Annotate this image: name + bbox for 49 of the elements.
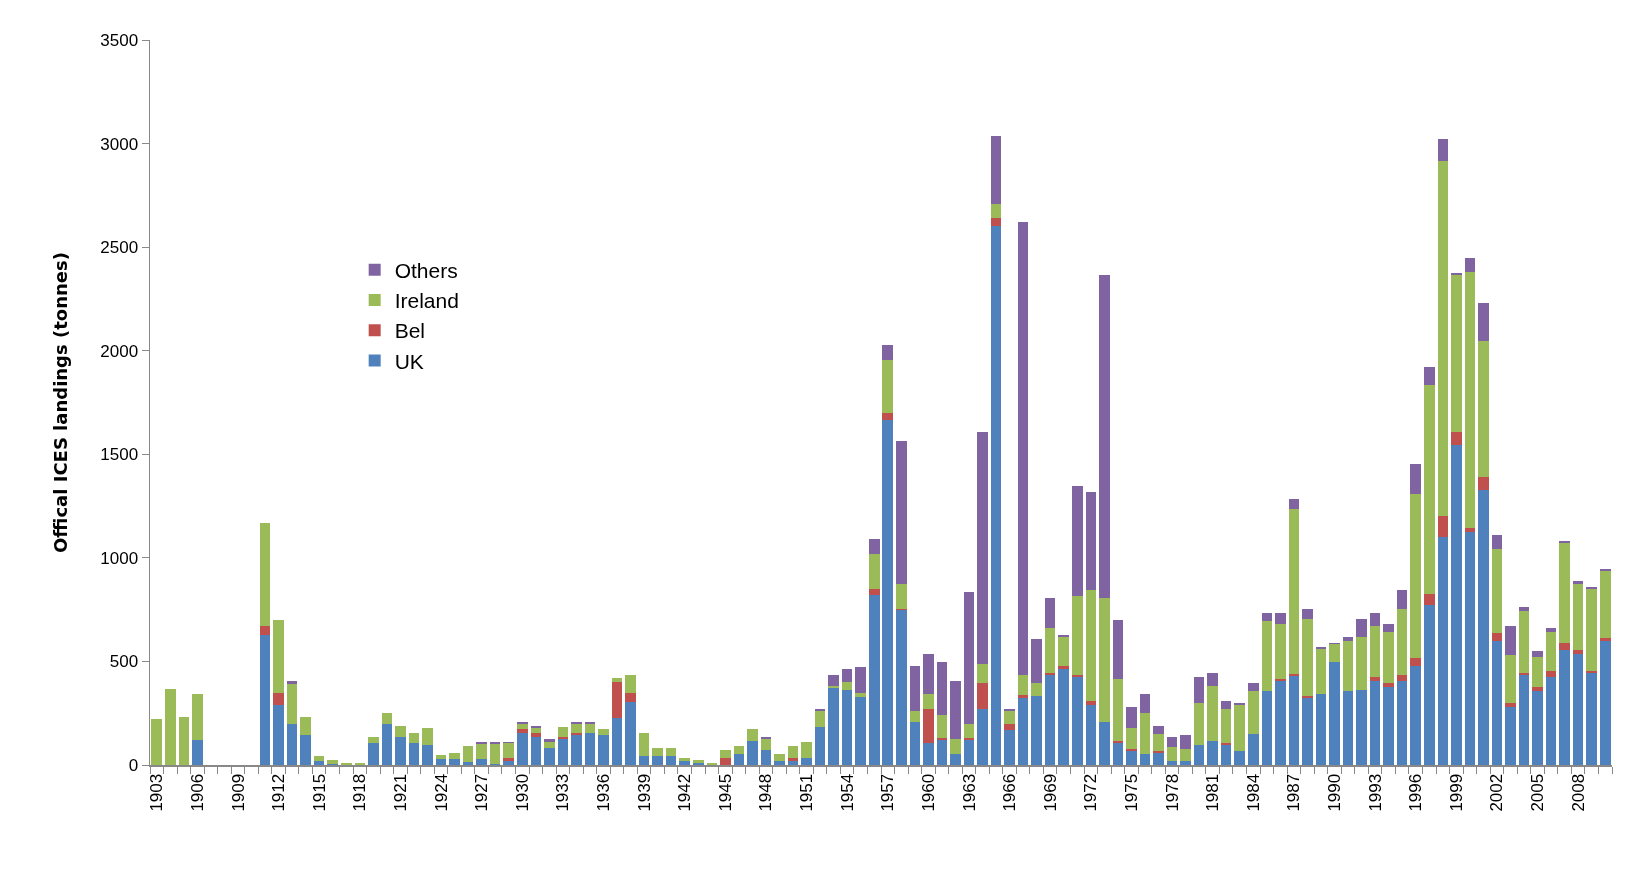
x-tick-label: 1981	[1203, 773, 1223, 812]
x-tick-label: 1996	[1406, 773, 1426, 812]
y-tick-label: 3000	[100, 134, 139, 154]
x-tick-label: 1939	[634, 773, 654, 812]
legend-label: UK	[394, 349, 424, 373]
y-axis-title: Offical ICES landings (tonnes)	[49, 252, 71, 553]
x-tick-label: 1918	[350, 773, 370, 812]
x-tick-label: 1999	[1446, 773, 1466, 812]
y-tick-label: 3500	[100, 30, 139, 50]
x-tick-label: 1906	[187, 773, 207, 812]
x-tick-label: 1909	[228, 773, 248, 812]
x-tick-label: 1945	[715, 773, 735, 812]
x-tick-label: 1942	[675, 773, 695, 812]
x-tick-label: 1975	[1121, 773, 1141, 812]
x-tick-label: 1948	[756, 773, 776, 812]
x-tick-label: 1933	[553, 773, 573, 812]
x-tick-label: 1978	[1162, 773, 1182, 812]
y-tick-label: 1500	[100, 445, 139, 465]
x-tick-label: 2002	[1487, 773, 1507, 812]
x-tick-label: 1963	[959, 773, 979, 812]
x-tick-label: 1969	[1040, 773, 1060, 812]
x-tick-label: 1987	[1284, 773, 1304, 812]
legend-label: Others	[394, 258, 458, 282]
x-tick-label: 1924	[431, 773, 451, 812]
x-tick-label: 1951	[797, 773, 817, 812]
x-tick-label: 1936	[594, 773, 614, 812]
y-tick-label: 0	[128, 755, 139, 775]
x-tick-label: 1903	[147, 773, 167, 812]
x-tick-label: 2008	[1568, 773, 1588, 812]
y-tick-label: 2500	[100, 238, 139, 258]
x-tick-label: 1984	[1243, 773, 1263, 812]
y-tick-label: 500	[109, 652, 139, 672]
x-tick-label: 1993	[1365, 773, 1385, 812]
x-tick-label: 2005	[1528, 773, 1548, 812]
legend-label: Bel	[394, 319, 426, 343]
legend-label: Ireland	[394, 289, 459, 313]
x-tick-label: 1927	[472, 773, 492, 812]
x-tick-label: 1930	[512, 773, 532, 812]
x-tick-label: 1912	[269, 773, 289, 812]
x-tick-label: 1960	[918, 773, 938, 812]
y-tick-label: 1000	[100, 548, 139, 568]
x-tick-label: 1990	[1325, 773, 1345, 812]
y-tick-label: 2000	[100, 341, 139, 361]
x-tick-label: 1921	[390, 773, 410, 812]
x-tick-label: 1966	[1000, 773, 1020, 812]
x-tick-label: 1957	[878, 773, 898, 812]
x-tick-label: 1972	[1081, 773, 1101, 812]
x-tick-label: 1915	[309, 773, 329, 812]
x-tick-label: 1954	[837, 773, 857, 812]
